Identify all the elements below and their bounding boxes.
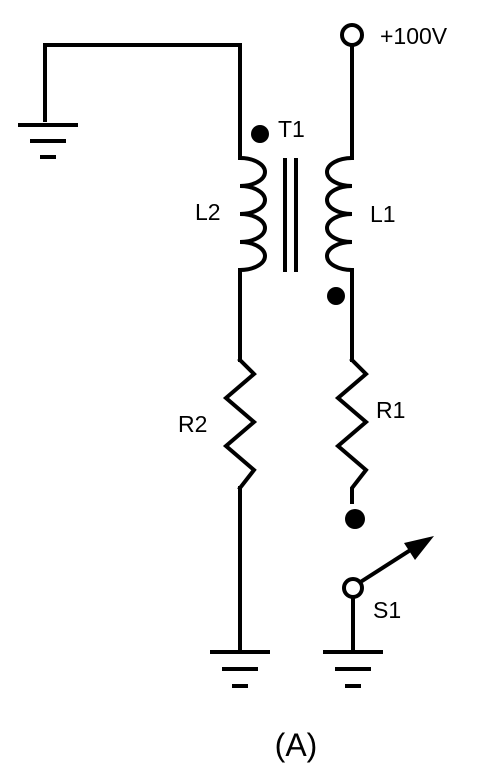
switch-arrow-head (404, 536, 434, 560)
secondary-winding-label: L2 (195, 199, 221, 225)
ground-symbol-bottom-left (210, 652, 270, 686)
resistor-r1 (338, 360, 366, 502)
figure-caption: (A) (275, 727, 318, 763)
resistor-r2 (226, 360, 254, 488)
supply-terminal (342, 25, 362, 158)
secondary-winding-l2 (240, 158, 265, 270)
supply-label: +100V (380, 23, 448, 49)
primary-winding-label: L1 (370, 201, 396, 227)
resistor-r2-label: R2 (178, 411, 207, 437)
resistor-r1-label: R1 (376, 397, 405, 423)
primary-winding-l1 (327, 158, 352, 270)
ground-symbol-top-left (18, 125, 78, 157)
transformer-core (285, 158, 296, 272)
ground-symbol-bottom-right (323, 652, 383, 686)
switch-contact-dot (345, 509, 365, 529)
polarity-dot-primary (327, 287, 345, 305)
switch-label: S1 (373, 597, 401, 623)
top-ground-wire (45, 45, 240, 158)
polarity-dot-secondary (251, 125, 269, 143)
switch-s1 (344, 536, 434, 650)
transformer-label: T1 (278, 116, 305, 142)
